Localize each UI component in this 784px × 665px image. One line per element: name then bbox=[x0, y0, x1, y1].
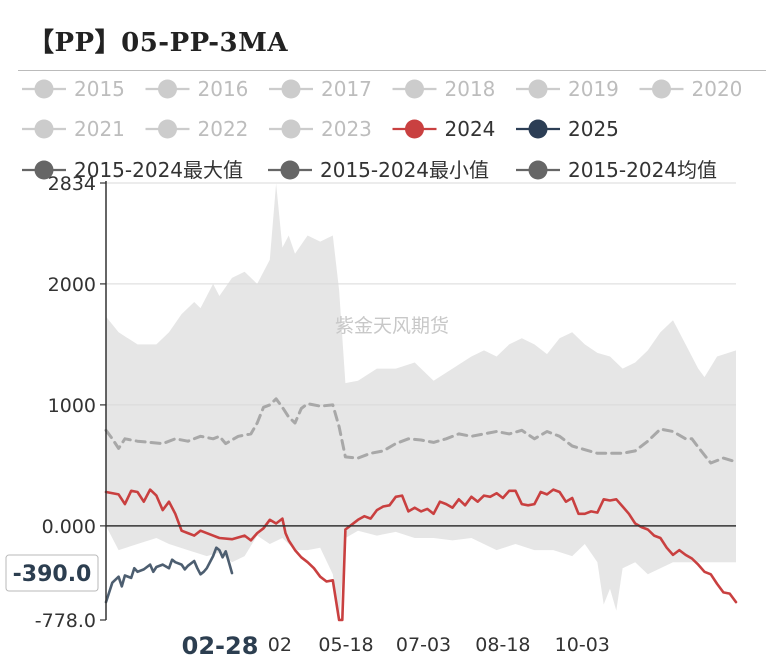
legend-item-2015-2024最小值: 2015-2024最小值 bbox=[268, 158, 489, 182]
legend-marker bbox=[528, 119, 548, 139]
y-tick-label: 0.000 bbox=[42, 516, 96, 538]
legend-marker bbox=[158, 79, 177, 99]
legend-label: 2017 bbox=[321, 77, 372, 101]
legend-item-2017: 2017 bbox=[269, 77, 372, 101]
legend-item-2020: 2020 bbox=[639, 77, 743, 101]
y-tick-label: 1000 bbox=[48, 395, 96, 417]
cursor-layer: 02-28 -390.0 bbox=[5, 554, 263, 660]
legend-item-2022: 2022 bbox=[145, 117, 249, 141]
legend-label: 2019 bbox=[568, 77, 619, 101]
grid-layer: 紫金天风期货 bbox=[106, 182, 736, 406]
x-tick-label: 07-03 bbox=[396, 634, 451, 656]
x-tick-label: 10-03 bbox=[555, 634, 610, 656]
legend-marker bbox=[280, 160, 300, 180]
legend-item-2023: 2023 bbox=[269, 117, 372, 141]
legend-marker bbox=[281, 79, 301, 99]
chart-title: 【PP】05-PP-3MA bbox=[28, 28, 289, 58]
series-line-2 bbox=[104, 546, 234, 604]
x-tick-label: 02 bbox=[268, 634, 292, 656]
legend-item-2015-2024最大值: 2015-2024最大值 bbox=[22, 158, 243, 182]
legend-label: 2021 bbox=[74, 117, 125, 141]
legend-label: 2018 bbox=[445, 77, 496, 101]
watermark: 紫金天风期货 bbox=[335, 315, 449, 337]
title-divider bbox=[18, 70, 766, 71]
x-tick-label: 05-18 bbox=[318, 634, 373, 656]
series-line-1 bbox=[104, 488, 738, 622]
legend-label: 2020 bbox=[692, 77, 743, 101]
y-tick-label: -778.0 bbox=[35, 610, 96, 632]
legend-item-2025: 2025 bbox=[516, 117, 619, 141]
legend-item-2018: 2018 bbox=[392, 77, 496, 101]
legend-label: 2015 bbox=[74, 77, 125, 101]
axis-layer: 2834 2000 1000 0.000 -778.0 02 05-18 07-03 08-18… bbox=[35, 173, 736, 656]
legend-item-2019: 2019 bbox=[516, 77, 619, 101]
legend-label: 2015-2024均值 bbox=[568, 158, 717, 182]
legend-marker bbox=[34, 119, 54, 139]
legend-item-2021: 2021 bbox=[22, 117, 125, 141]
legend-label: 2023 bbox=[321, 117, 372, 141]
cursor-y-box bbox=[5, 554, 99, 592]
legend-label: 2015-2024最小值 bbox=[320, 158, 489, 182]
legend-label: 2025 bbox=[568, 117, 619, 141]
legend-marker bbox=[652, 79, 671, 99]
x-tick-label: 08-18 bbox=[475, 634, 530, 656]
legend-label: 2024 bbox=[445, 117, 496, 141]
legend-item-2015-2024均值: 2015-2024均值 bbox=[516, 158, 717, 182]
legend-marker bbox=[34, 79, 54, 99]
legend-label: 2015-2024最大值 bbox=[74, 158, 243, 182]
band-area bbox=[106, 183, 736, 620]
y-tick-label: 2000 bbox=[48, 274, 96, 296]
legend-marker bbox=[158, 119, 177, 139]
legend-item-2015: 2015 bbox=[22, 77, 125, 101]
legend-item-2016: 2016 bbox=[145, 77, 249, 101]
cursor-x-box bbox=[178, 628, 263, 660]
legend-label: 2016 bbox=[198, 77, 249, 101]
y-tick-label: 2834 bbox=[48, 173, 96, 195]
legend-marker bbox=[281, 119, 301, 139]
cursor-x-label: 02-28 bbox=[182, 632, 259, 660]
legend: 2015 2016 2017 2018 2019 2020 2021 2022 2023 2024… bbox=[22, 77, 742, 182]
legend-marker bbox=[405, 119, 424, 139]
cursor-y-label: -390.0 bbox=[13, 562, 92, 587]
legend-marker bbox=[405, 79, 424, 99]
legend-label: 2022 bbox=[198, 117, 249, 141]
legend-marker bbox=[528, 160, 548, 180]
legend-marker bbox=[528, 79, 548, 99]
legend-item-2024: 2024 bbox=[392, 117, 496, 141]
series-line-0 bbox=[104, 397, 738, 465]
legend-marker bbox=[34, 160, 54, 180]
band-layer bbox=[106, 183, 736, 620]
series-layer bbox=[104, 397, 738, 622]
